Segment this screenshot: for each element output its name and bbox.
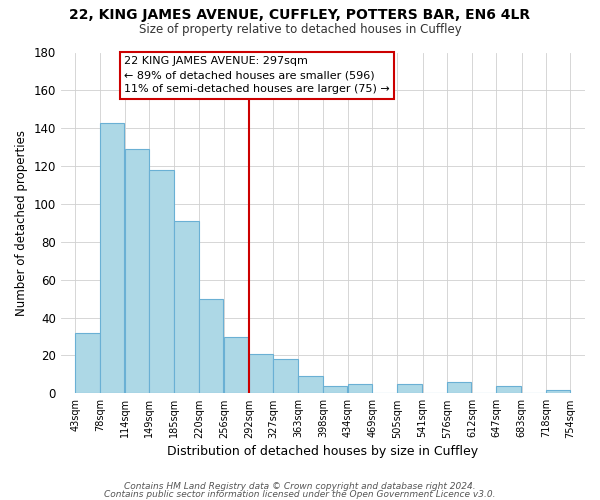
Bar: [274, 359, 298, 394]
Bar: [249, 354, 274, 394]
Bar: [175, 221, 199, 394]
Bar: [76, 332, 100, 394]
Text: 22 KING JAMES AVENUE: 297sqm
← 89% of detached houses are smaller (596)
11% of s: 22 KING JAMES AVENUE: 297sqm ← 89% of de…: [124, 56, 390, 94]
Bar: [199, 298, 223, 394]
Bar: [447, 382, 472, 394]
Bar: [100, 122, 124, 394]
Text: Size of property relative to detached houses in Cuffley: Size of property relative to detached ho…: [139, 22, 461, 36]
Text: Contains HM Land Registry data © Crown copyright and database right 2024.: Contains HM Land Registry data © Crown c…: [124, 482, 476, 491]
Text: Contains public sector information licensed under the Open Government Licence v3: Contains public sector information licen…: [104, 490, 496, 499]
Bar: [125, 149, 149, 394]
Bar: [298, 376, 323, 394]
X-axis label: Distribution of detached houses by size in Cuffley: Distribution of detached houses by size …: [167, 444, 478, 458]
Bar: [323, 386, 347, 394]
Bar: [348, 384, 373, 394]
Text: 22, KING JAMES AVENUE, CUFFLEY, POTTERS BAR, EN6 4LR: 22, KING JAMES AVENUE, CUFFLEY, POTTERS …: [70, 8, 530, 22]
Bar: [496, 386, 521, 394]
Bar: [397, 384, 422, 394]
Y-axis label: Number of detached properties: Number of detached properties: [15, 130, 28, 316]
Bar: [224, 336, 248, 394]
Bar: [149, 170, 174, 394]
Bar: [546, 390, 571, 394]
